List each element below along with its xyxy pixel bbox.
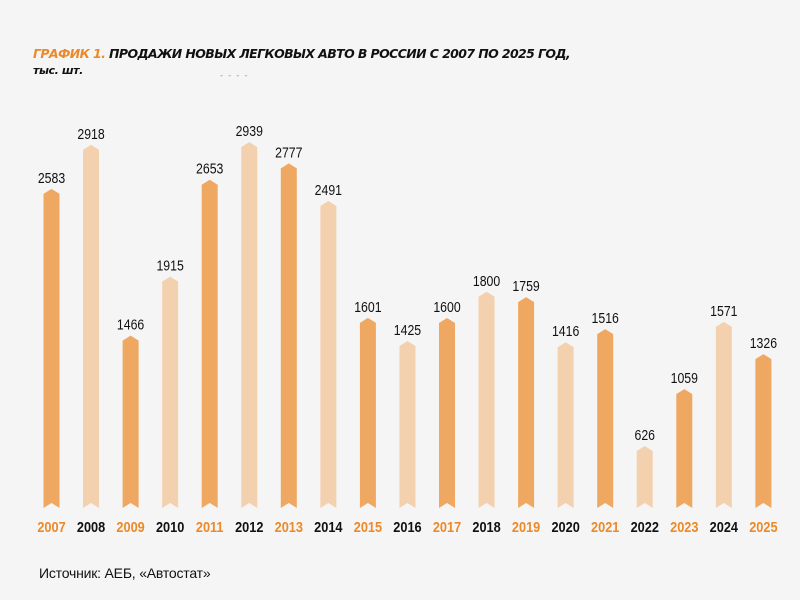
category-label-2021: 2021 bbox=[591, 518, 620, 535]
bar-group-2014: 2491 2014 bbox=[314, 182, 343, 535]
bar-group-2020: 1416 2020 bbox=[551, 323, 580, 535]
value-label-2008: 2918 bbox=[77, 126, 105, 142]
category-label-2015: 2015 bbox=[354, 518, 383, 535]
bar-group-2011: 2653 2011 bbox=[196, 161, 224, 536]
category-label-2008: 2008 bbox=[77, 518, 106, 535]
bar-2018 bbox=[478, 291, 495, 508]
bar-2023 bbox=[676, 389, 693, 508]
bar-group-2017: 1600 2017 bbox=[433, 299, 462, 535]
chart-title-main: ПРОДАЖИ НОВЫХ ЛЕГКОВЫХ АВТО В РОССИИ С 2… bbox=[105, 46, 571, 61]
value-label-2007: 2583 bbox=[38, 170, 66, 186]
chart-title-accent: ГРАФИК 1. bbox=[33, 46, 106, 61]
bar-group-2025: 1326 2025 bbox=[749, 335, 778, 535]
category-label-2025: 2025 bbox=[749, 518, 778, 535]
source-note: Источник: АЕБ, «Автостат» bbox=[39, 565, 211, 581]
value-label-2010: 1915 bbox=[156, 258, 184, 274]
bar-2013 bbox=[280, 163, 297, 508]
value-label-2016: 1425 bbox=[394, 322, 422, 338]
value-label-2014: 2491 bbox=[315, 182, 342, 198]
category-label-2023: 2023 bbox=[670, 518, 699, 535]
bar-2007 bbox=[43, 188, 60, 508]
bar-2020 bbox=[557, 342, 574, 508]
category-label-2012: 2012 bbox=[235, 518, 264, 535]
value-label-2009: 1466 bbox=[117, 317, 145, 333]
value-label-2012: 2939 bbox=[236, 123, 263, 139]
bar-2019 bbox=[518, 297, 535, 508]
category-label-2013: 2013 bbox=[275, 518, 304, 535]
bar-group-2010: 1915 2010 bbox=[156, 258, 185, 536]
category-label-2017: 2017 bbox=[433, 518, 462, 535]
category-label-2019: 2019 bbox=[512, 518, 541, 535]
bar-2024 bbox=[715, 321, 732, 508]
category-label-2009: 2009 bbox=[116, 518, 145, 535]
category-label-2022: 2022 bbox=[631, 518, 660, 535]
value-label-2018: 1800 bbox=[473, 273, 501, 289]
bar-group-2022: 626 2022 bbox=[631, 427, 660, 535]
bar-group-2012: 2939 2012 bbox=[235, 123, 264, 535]
category-label-2014: 2014 bbox=[314, 518, 343, 535]
bar-group-2009: 1466 2009 bbox=[116, 317, 145, 536]
bar-2014 bbox=[320, 200, 337, 508]
bar-group-2018: 1800 2018 bbox=[472, 273, 501, 536]
value-label-2013: 2777 bbox=[275, 144, 302, 160]
bar-2009 bbox=[122, 335, 139, 508]
value-label-2025: 1326 bbox=[750, 335, 778, 351]
bar-group-2013: 2777 2013 bbox=[275, 144, 304, 535]
bar-group-2024: 1571 2024 bbox=[710, 303, 739, 535]
bar-group-2021: 1516 2021 bbox=[591, 310, 620, 535]
value-label-2023: 1059 bbox=[671, 370, 698, 386]
category-label-2011: 2011 bbox=[196, 518, 224, 535]
bar-group-2008: 2918 2008 bbox=[77, 126, 106, 535]
value-label-2015: 1601 bbox=[354, 299, 381, 315]
bar-2022 bbox=[636, 446, 653, 508]
bar-group-2007: 2583 2007 bbox=[37, 170, 66, 535]
value-label-2017: 1600 bbox=[433, 299, 461, 315]
chart-subtitle-units: тыс. шт. bbox=[33, 64, 83, 77]
bar-2011 bbox=[201, 179, 218, 508]
value-label-2019: 1759 bbox=[512, 278, 539, 294]
category-label-2016: 2016 bbox=[393, 518, 422, 535]
value-label-2022: 626 bbox=[634, 427, 655, 443]
bar-group-2015: 1601 2015 bbox=[354, 299, 383, 535]
category-label-2018: 2018 bbox=[472, 518, 501, 535]
bar-group-2019: 1759 2019 bbox=[512, 278, 541, 535]
value-label-2021: 1516 bbox=[592, 310, 620, 326]
category-label-2010: 2010 bbox=[156, 518, 185, 535]
value-label-2011: 2653 bbox=[196, 161, 224, 177]
bar-2015 bbox=[359, 317, 376, 508]
category-label-2007: 2007 bbox=[37, 518, 66, 535]
chart-title: ГРАФИК 1. ПРОДАЖИ НОВЫХ ЛЕГКОВЫХ АВТО В … bbox=[33, 46, 571, 61]
bar-group-2016: 1425 2016 bbox=[393, 322, 422, 535]
bar-2016 bbox=[399, 341, 416, 508]
bar-2017 bbox=[439, 318, 455, 508]
bar-2025 bbox=[755, 354, 772, 508]
category-label-2024: 2024 bbox=[710, 518, 739, 535]
decorative-dashes: - - - - bbox=[220, 71, 249, 81]
bar-2012 bbox=[241, 142, 258, 508]
bar-2010 bbox=[162, 276, 179, 508]
bar-2008 bbox=[83, 144, 100, 508]
value-label-2020: 1416 bbox=[552, 323, 580, 339]
bar-group-2023: 1059 2023 bbox=[670, 370, 699, 535]
value-label-2024: 1571 bbox=[710, 303, 737, 319]
category-label-2020: 2020 bbox=[551, 518, 580, 535]
bar-2021 bbox=[597, 329, 614, 508]
